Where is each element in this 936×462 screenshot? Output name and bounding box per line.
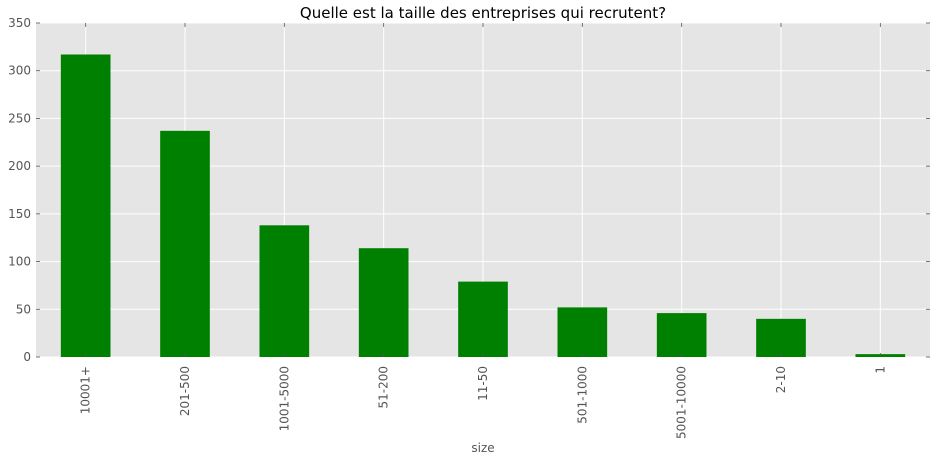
x-tick-label: 11-50 <box>476 366 490 401</box>
y-tick-label: 300 <box>8 64 31 78</box>
y-tick-label: 0 <box>23 350 31 364</box>
x-tick-label: 51-200 <box>377 366 391 409</box>
bars <box>60 54 906 358</box>
bar-201-500 <box>160 130 210 357</box>
x-tick-label: 1001-5000 <box>277 366 291 431</box>
bar-5001-10000 <box>656 313 707 357</box>
y-tick-label: 150 <box>8 207 31 221</box>
y-tick-label: 50 <box>16 302 31 316</box>
bar-11-50 <box>458 281 508 357</box>
y-tick-label: 200 <box>8 159 31 173</box>
y-tick-label: 250 <box>8 111 31 125</box>
x-tick-label: 201-500 <box>178 366 192 416</box>
x-tick-label: 501-1000 <box>575 366 589 424</box>
bar-51-200 <box>358 248 409 357</box>
x-tick-label: 1 <box>873 366 887 374</box>
x-tick-label: 10001+ <box>79 366 93 414</box>
ticks: 0 50 100 150 200 250 300 350 10001+ 201-500 1001-5… <box>8 16 930 439</box>
bar-10001+ <box>60 54 111 358</box>
bar-2-10 <box>756 318 806 357</box>
x-axis-label: size <box>471 441 494 455</box>
bar-1001-5000 <box>259 225 310 357</box>
y-tick-label: 350 <box>8 16 31 30</box>
bar-501-1000 <box>557 307 608 357</box>
x-tick-label: 2-10 <box>774 366 788 393</box>
chart-title: Quelle est la taille des entreprises qui… <box>300 4 666 22</box>
x-tick-label: 5001-10000 <box>675 366 689 439</box>
y-tick-label: 100 <box>8 255 31 269</box>
